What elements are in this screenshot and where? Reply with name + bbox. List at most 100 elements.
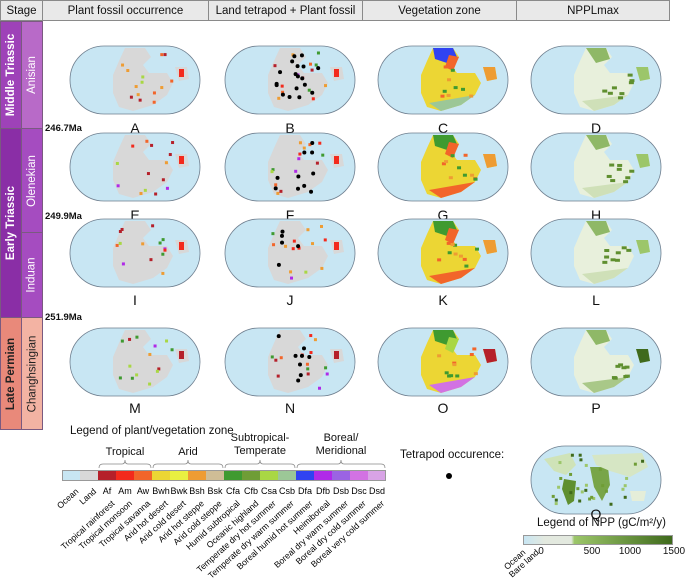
tetrapod-occurrence-dot [278, 70, 283, 75]
map-cell [279, 189, 283, 193]
map-cell [305, 362, 309, 366]
map-cell [289, 270, 293, 274]
map-panel-i [69, 218, 201, 288]
map-cell [629, 79, 635, 83]
map-cell [447, 251, 452, 255]
map-cell [624, 365, 630, 369]
map-cell [450, 243, 455, 247]
landmass [268, 330, 328, 393]
npp-tick-label: 500 [583, 546, 601, 557]
map-cell [313, 338, 317, 342]
map-cell [625, 476, 629, 480]
group-brace [296, 459, 386, 469]
panel-letter: G [437, 207, 449, 223]
map-cell [590, 495, 594, 499]
map-panel-k [377, 218, 509, 288]
header-tetrapod: Land tetrapod + Plant fossil [208, 0, 363, 21]
legend-swatch [80, 470, 99, 481]
panel-letter: B [285, 120, 295, 136]
panel-letter: D [590, 120, 602, 136]
panel-letter: O [437, 400, 449, 416]
tetrapod-dot-icon [446, 473, 452, 479]
map-cell [461, 87, 466, 91]
map-cell [316, 51, 320, 55]
map-cell [309, 351, 313, 355]
landmass [636, 349, 650, 363]
landmass [113, 221, 173, 284]
map-cell [469, 94, 474, 98]
zone-code: Dsd [368, 486, 386, 496]
landmass [636, 240, 650, 254]
map-outline [377, 132, 509, 202]
landmass [574, 48, 634, 111]
map-cell [558, 461, 562, 465]
map-cell [584, 488, 588, 492]
zone-code: Dsc [351, 486, 367, 496]
map-cell [320, 266, 324, 270]
map-cell [158, 241, 162, 245]
legend-swatch [332, 470, 351, 481]
zone-code: Aw [136, 486, 150, 496]
tetrapod-occurrence-dot [316, 66, 321, 71]
stage-olenekian: Olenekian [21, 128, 43, 233]
legend-swatch [296, 470, 315, 481]
panel-letter: L [592, 292, 600, 308]
map-cell [617, 163, 623, 167]
legend-swatch [188, 470, 207, 481]
era-label: Late Permian [5, 337, 18, 410]
map-cell [121, 262, 125, 266]
zone-code: Af [102, 486, 112, 496]
map-cell [554, 498, 558, 502]
tetrapod-occurrence-dot [293, 353, 298, 358]
map-cell [453, 86, 458, 90]
map-cell [116, 184, 120, 188]
tetrapod-occurrence-dot [296, 378, 301, 383]
map-cell [272, 243, 276, 247]
map-cell [611, 86, 617, 90]
landmass [586, 221, 610, 236]
map-cell [576, 487, 580, 491]
tetrapod-occurrence-dot [295, 64, 300, 69]
map-cell [621, 246, 627, 250]
landmass [113, 135, 173, 198]
landmass [592, 453, 648, 477]
legend-swatch [62, 470, 81, 481]
map-cell [578, 453, 582, 457]
map-cell [118, 229, 122, 233]
map-cell [294, 169, 298, 173]
map-cell [579, 458, 583, 462]
map-cell [615, 364, 621, 368]
npp-tick-label: 0 [538, 546, 544, 557]
map-cell [270, 170, 274, 174]
map-cell [134, 85, 138, 89]
zone-code: Cfb [243, 486, 259, 496]
map-cell [578, 499, 582, 503]
map-cell [284, 244, 288, 248]
header-stage: Stage [0, 0, 43, 21]
header-vegetation: Vegetation zone [362, 0, 517, 21]
map-outline [377, 218, 509, 288]
map-cell [629, 169, 635, 173]
map-cell [324, 84, 328, 88]
panel-letter: N [284, 400, 296, 416]
map-cell [270, 355, 274, 359]
map-cell [308, 143, 312, 147]
map-cell [469, 353, 474, 357]
map-cell [309, 334, 313, 338]
legend-group-label: Tropical [105, 446, 145, 458]
tetrapod-occurrence-dot [298, 373, 303, 378]
zone-code: Bsh [189, 486, 205, 496]
map-cell [598, 467, 602, 471]
landmass [483, 349, 497, 363]
tetrapod-occurrence-dot [302, 82, 307, 87]
zone-code: Cfa [225, 486, 241, 496]
zone-code: Dfb [315, 486, 331, 496]
tetrapod-occurrence-dot [280, 92, 285, 97]
legend-swatch [134, 470, 153, 481]
map-cell [446, 93, 451, 97]
map-outline [224, 218, 356, 288]
map-cell [452, 363, 457, 367]
map-cell [606, 174, 612, 178]
map-cell [447, 374, 452, 378]
